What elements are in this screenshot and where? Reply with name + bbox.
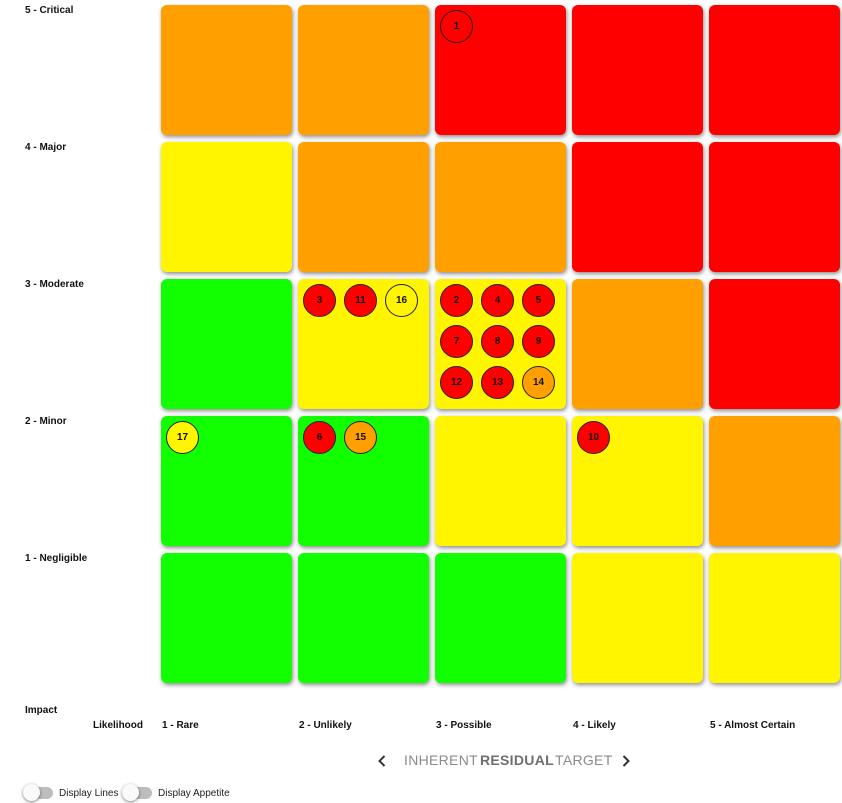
risk-bubble-7[interactable]: 7 <box>440 325 473 358</box>
risk-bubble-14[interactable]: 14 <box>522 366 555 399</box>
display-appetite-label: Display Appetite <box>158 787 230 799</box>
heatmap-cell-negligible-l3[interactable] <box>435 553 566 683</box>
likelihood-label-unlikely: 2 - Unlikely <box>299 720 352 731</box>
heatmap-cell-critical-l1[interactable] <box>161 5 292 135</box>
likelihood-axis-title: Likelihood <box>93 720 143 731</box>
heatmap-cell-major-l2[interactable] <box>298 142 429 272</box>
risk-bubble-5[interactable]: 5 <box>522 284 555 317</box>
heatmap-cell-minor-l4[interactable]: 10 <box>572 416 703 546</box>
tab-inherent[interactable]: INHERENT <box>404 752 478 768</box>
heatmap-cell-negligible-l1[interactable] <box>161 553 292 683</box>
heatmap-cell-major-l4[interactable] <box>572 142 703 272</box>
heatmap-cell-critical-l2[interactable] <box>298 5 429 135</box>
tab-target[interactable]: TARGET <box>555 752 613 768</box>
impact-label-negligible: 1 - Negligible <box>25 553 88 564</box>
heatmap-cell-critical-l3[interactable]: 1 <box>435 5 566 135</box>
risk-bubble-10[interactable]: 10 <box>577 421 610 454</box>
heatmap-cell-major-l1[interactable] <box>161 142 292 272</box>
heatmap-cell-minor-l3[interactable] <box>435 416 566 546</box>
risk-bubble-9[interactable]: 9 <box>522 325 555 358</box>
risk-bubble-4[interactable]: 4 <box>481 284 514 317</box>
heatmap-cell-negligible-l4[interactable] <box>572 553 703 683</box>
risk-bubble-3[interactable]: 3 <box>303 284 336 317</box>
tab-residual[interactable]: RESIDUAL <box>480 752 554 768</box>
heatmap-cell-minor-l1[interactable]: 17 <box>161 416 292 546</box>
display-lines-toggle[interactable]: Display Lines <box>23 784 119 801</box>
heatmap-cell-moderate-l2[interactable]: 3 11 16 <box>298 279 429 409</box>
risk-bubble-16[interactable]: 16 <box>385 284 418 317</box>
heatmap-cell-negligible-l5[interactable] <box>709 553 840 683</box>
likelihood-label-likely: 4 - Likely <box>573 720 616 731</box>
display-appetite-knob[interactable] <box>122 784 139 801</box>
chevron-left-icon[interactable] <box>374 753 390 769</box>
risk-bubble-13[interactable]: 13 <box>481 366 514 399</box>
likelihood-label-almost-certain: 5 - Almost Certain <box>710 720 796 731</box>
display-lines-switch[interactable] <box>23 784 53 801</box>
heatmap-cell-moderate-l1[interactable] <box>161 279 292 409</box>
heatmap-cell-critical-l4[interactable] <box>572 5 703 135</box>
display-appetite-toggle[interactable]: Display Appetite <box>122 784 230 801</box>
risk-bubble-12[interactable]: 12 <box>440 366 473 399</box>
heatmap-cell-negligible-l2[interactable] <box>298 553 429 683</box>
impact-label-moderate: 3 - Moderate <box>25 279 84 290</box>
impact-label-critical: 5 - Critical <box>25 5 74 16</box>
heatmap-cell-major-l5[interactable] <box>709 142 840 272</box>
impact-label-minor: 2 - Minor <box>25 416 67 427</box>
likelihood-label-rare: 1 - Rare <box>162 720 199 731</box>
heatmap-cell-major-l3[interactable] <box>435 142 566 272</box>
heatmap-cell-moderate-l4[interactable] <box>572 279 703 409</box>
chevron-right-icon[interactable] <box>618 753 634 769</box>
display-lines-knob[interactable] <box>23 784 40 801</box>
risk-bubble-11[interactable]: 11 <box>344 284 377 317</box>
risk-bubble-17[interactable]: 17 <box>166 421 199 454</box>
heatmap-cell-moderate-l5[interactable] <box>709 279 840 409</box>
risk-bubble-15[interactable]: 15 <box>344 421 377 454</box>
likelihood-label-possible: 3 - Possible <box>436 720 492 731</box>
risk-bubble-2[interactable]: 2 <box>440 284 473 317</box>
risk-bubble-6[interactable]: 6 <box>303 421 336 454</box>
heatmap-cell-moderate-l3[interactable]: 2 4 5 7 8 9 12 13 14 <box>435 279 566 409</box>
display-lines-label: Display Lines <box>59 787 119 799</box>
impact-label-major: 4 - Major <box>25 142 67 153</box>
heatmap-cell-critical-l5[interactable] <box>709 5 840 135</box>
impact-axis-title: Impact <box>25 705 58 716</box>
heatmap-cell-minor-l5[interactable] <box>709 416 840 546</box>
risk-bubble-1[interactable]: 1 <box>440 10 473 43</box>
risk-bubble-8[interactable]: 8 <box>481 325 514 358</box>
display-appetite-switch[interactable] <box>122 784 152 801</box>
heatmap-cell-minor-l2[interactable]: 6 15 <box>298 416 429 546</box>
